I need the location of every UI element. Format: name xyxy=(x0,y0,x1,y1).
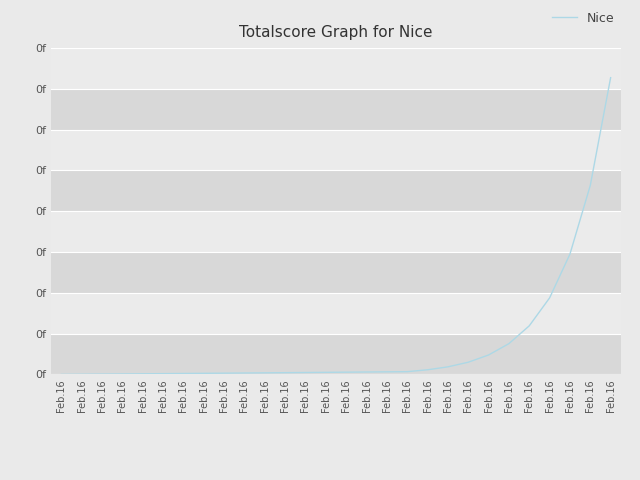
Nice xyxy=(322,370,330,375)
Nice xyxy=(403,369,411,374)
Nice xyxy=(566,251,574,257)
Nice xyxy=(586,182,594,188)
Nice xyxy=(424,367,431,372)
Nice xyxy=(444,364,452,370)
Nice xyxy=(261,370,269,376)
Nice xyxy=(118,371,126,377)
Line: Nice: Nice xyxy=(61,78,611,374)
Nice xyxy=(505,341,513,347)
Nice xyxy=(220,370,228,376)
Bar xyxy=(51,170,621,211)
Nice xyxy=(383,369,390,375)
Nice xyxy=(78,372,86,377)
Nice xyxy=(282,370,289,375)
Bar xyxy=(51,334,621,374)
Legend: Nice: Nice xyxy=(552,12,614,25)
Nice xyxy=(484,352,492,358)
Nice xyxy=(301,370,309,375)
Nice xyxy=(180,371,188,376)
Nice xyxy=(200,371,207,376)
Bar xyxy=(51,211,621,252)
Bar xyxy=(51,252,621,293)
Nice xyxy=(241,370,248,376)
Nice xyxy=(139,371,147,377)
Nice xyxy=(58,372,65,377)
Nice xyxy=(159,371,167,376)
Nice xyxy=(342,369,350,375)
Nice xyxy=(465,360,472,365)
Bar xyxy=(51,293,621,334)
Nice xyxy=(525,323,533,329)
Bar xyxy=(51,48,621,89)
Nice xyxy=(98,371,106,377)
Nice xyxy=(607,75,614,81)
Nice xyxy=(546,295,554,301)
Title: Totalscore Graph for Nice: Totalscore Graph for Nice xyxy=(239,25,433,40)
Bar xyxy=(51,130,621,170)
Bar xyxy=(51,89,621,130)
Nice xyxy=(363,369,371,375)
